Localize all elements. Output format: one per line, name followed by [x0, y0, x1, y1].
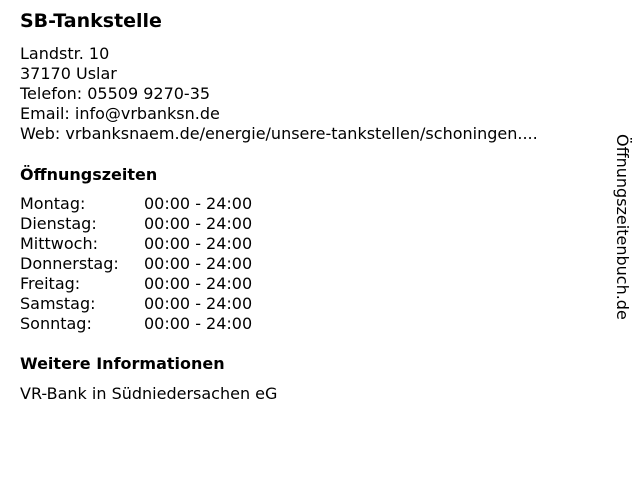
city: 37170 Uslar [20, 64, 117, 83]
time: 00:00 - 24:00 [144, 274, 253, 293]
time: 00:00 - 24:00 [144, 194, 253, 213]
hours-row: Donnerstag: 00:00 - 24:00 [20, 254, 252, 274]
hours-row: Sonntag: 00:00 - 24:00 [20, 314, 252, 334]
phone: Telefon: 05509 9270-35 [20, 84, 211, 103]
time: 00:00 - 24:00 [144, 234, 253, 253]
time: 00:00 - 24:00 [144, 254, 253, 273]
hours-row: Freitag: 00:00 - 24:00 [20, 274, 252, 294]
time: 00:00 - 24:00 [144, 314, 253, 333]
street: Landstr. 10 [20, 44, 110, 63]
hours-row: Montag: 00:00 - 24:00 [20, 194, 252, 214]
time: 00:00 - 24:00 [144, 214, 253, 233]
hours-heading: Öffnungszeiten [20, 165, 158, 184]
day: Sonntag: [20, 314, 92, 333]
info-text: VR-Bank in Südniedersachen eG [20, 384, 278, 403]
hours-row: Dienstag: 00:00 - 24:00 [20, 214, 252, 234]
web-link[interactable]: Web: vrbanksnaem.de/energie/unsere-tanks… [20, 124, 538, 143]
page-title: SB-Tankstelle [20, 10, 162, 32]
day: Donnerstag: [20, 254, 119, 273]
info-heading: Weitere Informationen [20, 354, 225, 373]
hours-row: Mittwoch: 00:00 - 24:00 [20, 234, 252, 254]
day: Samstag: [20, 294, 96, 313]
day: Mittwoch: [20, 234, 98, 253]
address-block: Landstr. 10 37170 Uslar Telefon: 05509 9… [20, 44, 538, 144]
day: Freitag: [20, 274, 81, 293]
day: Dienstag: [20, 214, 97, 233]
hours-table: Montag: 00:00 - 24:00 Dienstag: 00:00 - 24… [20, 194, 252, 334]
watermark: Öffnungszeitenbuch.de [613, 134, 632, 320]
time: 00:00 - 24:00 [144, 294, 253, 313]
hours-row: Samstag: 00:00 - 24:00 [20, 294, 252, 314]
day: Montag: [20, 194, 86, 213]
email: Email: info@vrbanksn.de [20, 104, 220, 123]
